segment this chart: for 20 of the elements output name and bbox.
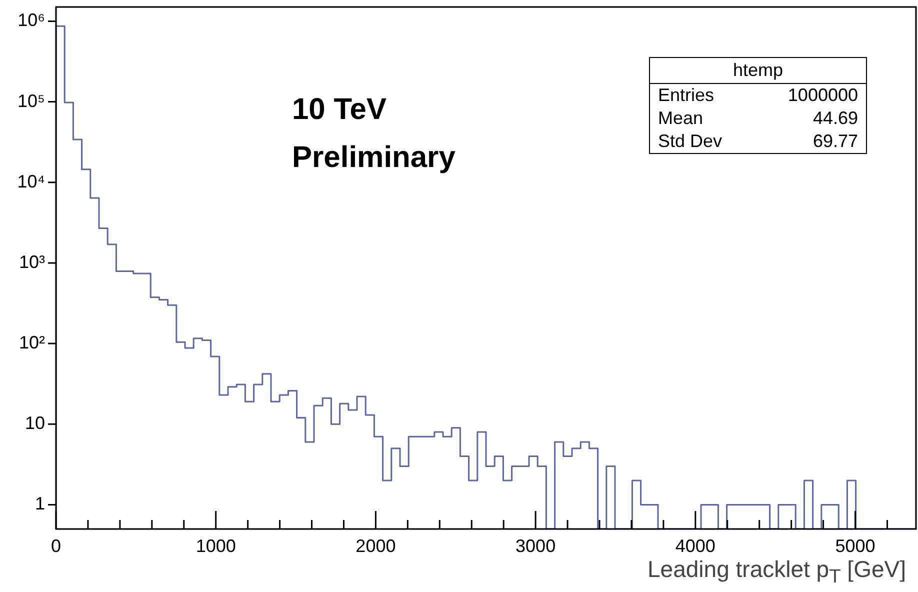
annotation: 10 TeV	[292, 93, 386, 126]
y-tick-label: 10³	[18, 252, 46, 272]
y-tick-label: 10⁶	[18, 10, 45, 30]
x-tick-label: 5000	[835, 536, 876, 556]
text: Mean 44.69	[658, 108, 858, 128]
annotation: htemp	[650, 58, 866, 84]
text: Entries 1000000	[658, 85, 858, 105]
y-tick-label: 10⁴	[17, 171, 45, 192]
y-tick-label: 10⁵	[18, 90, 45, 111]
x-tick-label: 3000	[516, 536, 556, 556]
text: Std Dev 69.77	[658, 131, 858, 151]
y-tick-label: 10	[24, 413, 45, 434]
y-tick-label: 1	[34, 494, 45, 514]
x-tick-label: 2000	[356, 536, 396, 556]
x-tick-label: 4000	[675, 536, 716, 556]
x-tick-label: 0	[50, 536, 62, 556]
y-tick-label: 10²	[18, 332, 46, 353]
x-axis-title: Leading tracklet p$_{T}$ [GeV]	[648, 556, 906, 589]
annotation: Preliminary	[292, 141, 456, 174]
x-tick-label: 1000	[196, 536, 236, 556]
